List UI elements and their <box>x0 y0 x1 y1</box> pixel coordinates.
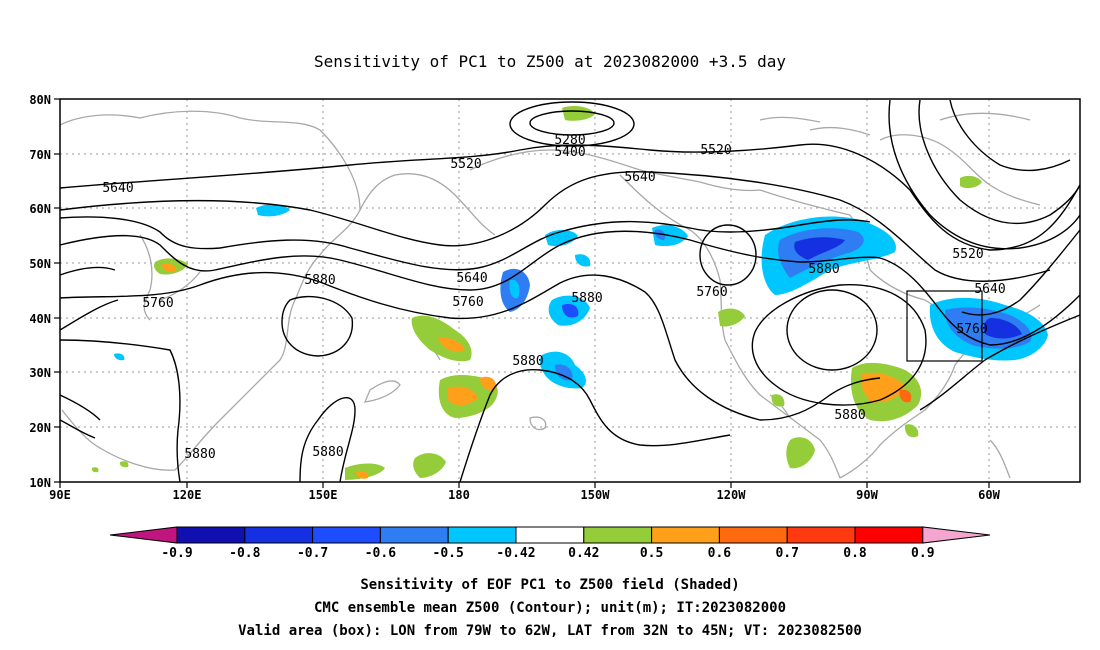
contour-label: 5640 <box>624 170 655 185</box>
colorbar-swatch <box>786 526 856 544</box>
colorbar-label: -0.6 <box>365 546 396 561</box>
contour-label: 5760 <box>452 295 483 310</box>
valid-area-box <box>906 290 983 362</box>
tick-marks <box>54 98 990 488</box>
footer-line-2: CMC ensemble mean Z500 (Contour); unit(m… <box>314 600 786 616</box>
contour-label: 5520 <box>700 143 731 158</box>
colorbar-label: 0.7 <box>775 546 798 561</box>
contour-label: 5760 <box>956 322 987 337</box>
lat-label: 80N <box>29 93 51 107</box>
contour-label: 5280 <box>554 133 585 148</box>
colorbar-swatch <box>583 526 653 544</box>
contour-label: 5640 <box>102 181 133 196</box>
lat-label: 60N <box>29 202 51 216</box>
map-title: Sensitivity of PC1 to Z500 at 2023082000… <box>314 52 786 71</box>
contour-label: 5880 <box>834 408 865 423</box>
sensitivity-shading <box>91 106 1048 480</box>
contour-labels: 5280 5400 5520 5520 5640 5640 5640 5520 … <box>102 133 1005 462</box>
lat-label: 70N <box>29 148 51 162</box>
colorbar-label: 0.6 <box>708 546 732 561</box>
footer-line-3: Valid area (box): LON from 79W to 62W, L… <box>238 623 862 639</box>
colorbar-swatch <box>854 526 924 544</box>
lat-axis-labels: 80N 70N 60N 50N 40N 30N 20N 10N <box>29 93 51 490</box>
colorbar-label: -0.5 <box>433 546 464 561</box>
lon-label: 150E <box>309 488 338 502</box>
lon-label: 90E <box>49 488 71 502</box>
colorbar-swatch <box>718 526 788 544</box>
contour-label: 5880 <box>304 273 335 288</box>
contour-label: 5880 <box>312 445 343 460</box>
z500-contours <box>59 99 1081 483</box>
contour-label: 5760 <box>696 285 727 300</box>
colorbar-swatch <box>176 526 246 544</box>
colorbar-label: 0.42 <box>568 546 599 561</box>
colorbar-swatch <box>244 526 314 544</box>
lat-label: 20N <box>29 421 51 435</box>
colorbar-swatch <box>515 526 585 544</box>
colorbar-swatch <box>312 526 381 544</box>
shade-blue-nepac-inner <box>794 237 845 260</box>
lon-label: 60W <box>978 488 1000 502</box>
contour-label: 5520 <box>450 157 481 172</box>
lon-label: 90W <box>856 488 878 502</box>
lon-label: 120W <box>717 488 747 502</box>
lat-label: 10N <box>29 476 51 490</box>
lat-label: 30N <box>29 366 51 380</box>
contour-label: 5880 <box>184 447 215 462</box>
lon-label: 180 <box>448 488 470 502</box>
map-border <box>59 98 1081 483</box>
lon-axis-labels: 90E 120E 150E 180 150W 120W 90W 60W <box>49 488 1000 502</box>
contour-label: 5400 <box>554 145 585 160</box>
colorbar <box>109 526 991 544</box>
colorbar-label: -0.8 <box>229 546 260 561</box>
contour-label: 5880 <box>808 262 839 277</box>
lon-label: 150W <box>581 488 611 502</box>
contour-label: 5520 <box>952 247 983 262</box>
lat-label: 40N <box>29 312 51 326</box>
colorbar-left-tip <box>109 526 178 544</box>
contour-label: 5880 <box>571 291 602 306</box>
colorbar-labels: -0.9 -0.8 -0.7 -0.6 -0.5 -0.42 0.42 0.5 0.6 0.7 0.… <box>161 546 934 561</box>
contour-label: 5880 <box>512 354 543 369</box>
colorbar-label: 0.8 <box>843 546 867 561</box>
contour-label: 5760 <box>142 296 173 311</box>
colorbar-label: 0.9 <box>911 546 934 561</box>
colorbar-label: 0.5 <box>640 546 663 561</box>
colorbar-right-tip <box>922 526 991 544</box>
colorbar-swatch <box>447 526 517 544</box>
colorbar-swatch <box>379 526 449 544</box>
contour-label: 5640 <box>456 271 487 286</box>
colorbar-label: -0.9 <box>161 546 192 561</box>
contour-label: 5640 <box>974 282 1005 297</box>
lat-label: 50N <box>29 257 51 271</box>
shade-blue-atlantic-inner <box>983 318 1022 339</box>
lon-label: 120E <box>173 488 202 502</box>
footer-line-1: Sensitivity of EOF PC1 to Z500 field (Sh… <box>360 577 739 593</box>
colorbar-swatch <box>651 526 720 544</box>
colorbar-label: -0.42 <box>496 546 535 561</box>
colorbar-label: -0.7 <box>297 546 328 561</box>
